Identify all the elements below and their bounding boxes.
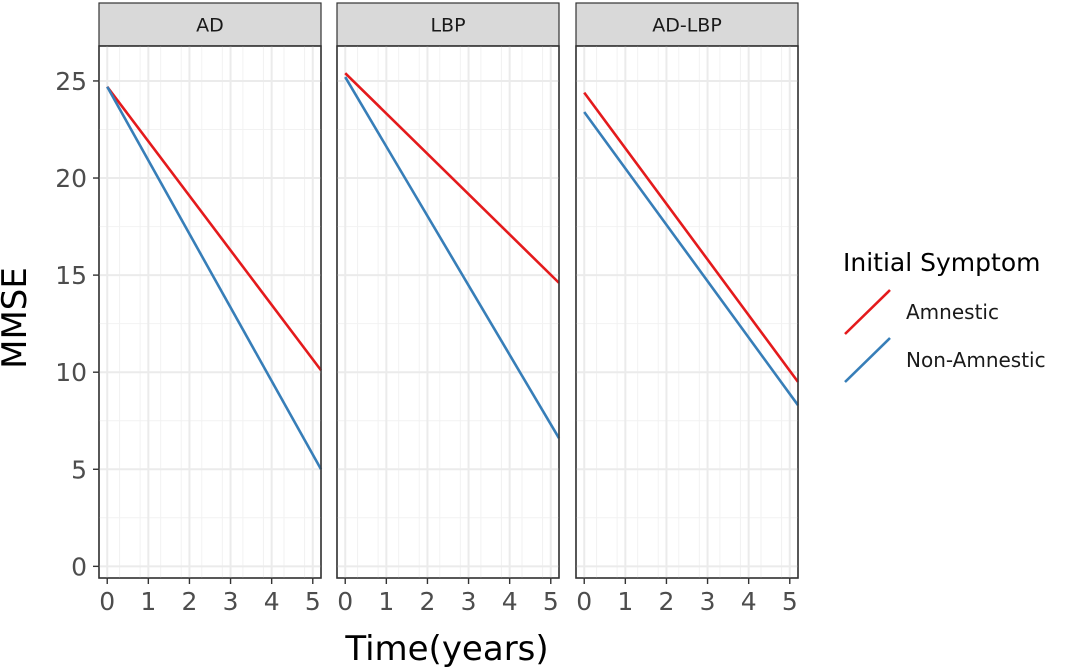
x-tick-label: 0 — [99, 587, 115, 616]
x-axis-title: Time(years) — [344, 629, 548, 669]
x-tick-label: 5 — [305, 587, 321, 616]
series-line-non-amnestic — [583, 111, 800, 406]
x-tick-label: 0 — [337, 587, 353, 616]
x-tick-label: 2 — [658, 587, 674, 616]
series-line-amnestic — [106, 85, 323, 372]
x-tick-label: 4 — [741, 587, 757, 616]
x-tick-label: 5 — [782, 587, 798, 616]
x-tick-label: 1 — [378, 587, 394, 616]
legend-key-amnestic — [844, 289, 891, 335]
facet-strip-label: AD — [196, 15, 224, 37]
series-line-amnestic — [344, 72, 560, 284]
legend-title: Initial Symptom — [843, 248, 1040, 277]
y-tick-label: 10 — [55, 358, 87, 387]
plot-panel — [336, 45, 560, 579]
series-line-non-amnestic — [344, 76, 561, 439]
legend-label: Amnestic — [906, 300, 999, 324]
y-axis-title: MMSE — [0, 267, 35, 369]
facet-strip — [98, 2, 322, 47]
y-tick-label: 0 — [71, 552, 87, 581]
x-tick-label: 4 — [264, 587, 280, 616]
x-tick-label: 3 — [461, 587, 477, 616]
x-tick-label: 3 — [223, 587, 239, 616]
panel-border — [575, 45, 799, 579]
y-tick-label: 20 — [55, 164, 87, 193]
x-tick-label: 2 — [181, 587, 197, 616]
y-tick-label: 5 — [71, 455, 87, 484]
facet-panel-lbp: LBP 0 1 2 3 4 5 — [336, 2, 561, 616]
legend-key-non-amnestic — [844, 337, 891, 383]
facet-panel-ad: AD 0 1 2 3 4 5 — [98, 2, 323, 616]
legend-label: Non-Amnestic — [906, 348, 1046, 372]
panel-border — [336, 45, 560, 579]
x-tick-label: 2 — [419, 587, 435, 616]
facet-strip-label: LBP — [430, 15, 465, 37]
panel-border — [98, 45, 322, 579]
y-axis: 0 5 10 15 20 25 — [55, 67, 99, 581]
x-tick-label: 1 — [140, 587, 156, 616]
y-tick-label: 15 — [55, 261, 87, 290]
plot-panel — [98, 45, 322, 579]
x-tick-label: 1 — [617, 587, 633, 616]
legend: Initial Symptom Amnestic Non-Amnestic — [843, 248, 1046, 383]
facet-strip-label: AD-LBP — [652, 15, 722, 37]
x-tick-label: 5 — [543, 587, 559, 616]
x-tick-label: 3 — [700, 587, 716, 616]
series-line-amnestic — [583, 91, 800, 383]
x-tick-label: 4 — [502, 587, 518, 616]
series-line-non-amnestic — [106, 86, 323, 470]
y-tick-label: 25 — [55, 67, 87, 96]
facet-panel-ad-lbp: AD-LBP 0 1 2 3 4 5 — [575, 2, 800, 616]
x-tick-label: 0 — [576, 587, 592, 616]
